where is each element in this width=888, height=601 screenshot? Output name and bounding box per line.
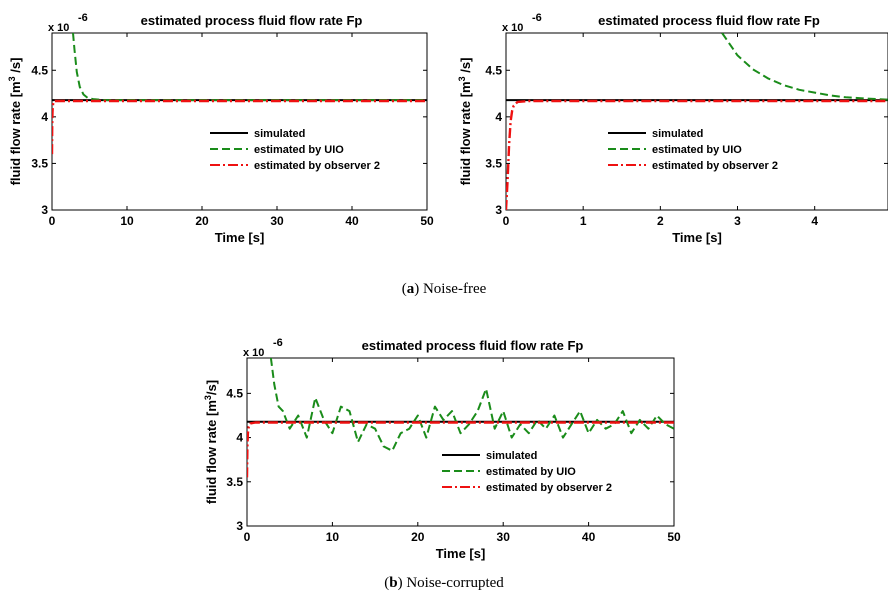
legend-label: estimated by observer 2: [254, 160, 380, 172]
x-tick-label: 30: [497, 530, 511, 544]
x-tick-label: 10: [120, 214, 134, 228]
caption-b-letter: b: [389, 575, 398, 591]
chart-svg-2: estimated process fluid flow rate Fp x 10…: [203, 337, 681, 561]
axis-multiplier-exponent: -6: [78, 12, 88, 24]
y-axis-label: fluid flow rate [m3 /s]: [457, 58, 473, 186]
x-tick-label: 30: [270, 214, 284, 228]
chart-svg-1: estimated process fluid flow rate Fp x 10…: [457, 12, 888, 245]
series-line-estimated-by-uio: [721, 33, 888, 101]
y-tick-label: 4.5: [31, 63, 48, 77]
caption-b: (b) Noise-corrupted: [384, 575, 504, 591]
plot-area: [505, 32, 888, 211]
chart-svg-0: estimated process fluid flow rate Fp x 10…: [7, 12, 434, 245]
series-line-estimated-by-observer-2: [506, 99, 888, 210]
y-tick-label: 3.5: [31, 156, 48, 170]
x-tick-label: 50: [420, 214, 434, 228]
caption-a: (a) Noise-free: [401, 281, 487, 297]
y-tick-label: 4: [495, 110, 502, 124]
caption-a-letter: a: [406, 281, 415, 297]
x-tick-label: 50: [667, 530, 681, 544]
x-axis-label: Time [s]: [436, 546, 486, 561]
axis-multiplier: x 10: [243, 347, 264, 359]
y-tick-label: 4.5: [226, 386, 243, 400]
x-tick-label: 0: [49, 214, 56, 228]
x-tick-label: 40: [345, 214, 359, 228]
y-axis-label: fluid flow rate [m3/s]: [203, 380, 219, 504]
x-tick-label: 20: [411, 530, 425, 544]
legend-label: estimated by observer 2: [486, 482, 612, 494]
plot-area: [51, 32, 428, 211]
axis-multiplier: x 10: [502, 22, 523, 34]
chart-panel-b: estimated process fluid flow rate Fp x 10…: [190, 318, 690, 568]
x-tick-label: 0: [244, 530, 251, 544]
chart-title: estimated process fluid flow rate Fp: [141, 13, 363, 28]
x-tick-label: 20: [195, 214, 209, 228]
y-tick-label: 3: [41, 203, 48, 217]
legend-label: estimated by UIO: [652, 144, 742, 156]
x-axis-label: Time [s]: [672, 230, 722, 245]
legend-label: simulated: [254, 128, 305, 140]
x-tick-label: 3: [734, 214, 741, 228]
x-tick-label: 40: [582, 530, 596, 544]
caption-a-text: Noise-free: [419, 281, 487, 297]
y-tick-label: 4: [41, 110, 48, 124]
axis-multiplier-exponent: -6: [273, 337, 283, 349]
legend-label: simulated: [486, 450, 537, 462]
chart-panel-a-left: estimated process fluid flow rate Fp x 10…: [0, 0, 450, 260]
y-tick-label: 3: [236, 519, 243, 533]
axis-multiplier-exponent: -6: [532, 12, 542, 24]
y-tick-label: 4: [236, 431, 243, 445]
x-tick-label: 4: [811, 214, 818, 228]
y-tick-label: 3: [495, 203, 502, 217]
x-axis-label: Time [s]: [215, 230, 265, 245]
y-tick-label: 3.5: [485, 156, 502, 170]
legend-label: estimated by UIO: [486, 466, 576, 478]
x-tick-label: 2: [657, 214, 664, 228]
y-axis-label: fluid flow rate [m3 /s]: [7, 58, 23, 186]
x-tick-label: 10: [326, 530, 340, 544]
y-tick-label: 3.5: [226, 475, 243, 489]
chart-title: estimated process fluid flow rate Fp: [598, 13, 820, 28]
legend-label: estimated by observer 2: [652, 160, 778, 172]
legend-label: simulated: [652, 128, 703, 140]
x-tick-label: 1: [580, 214, 587, 228]
axis-multiplier: x 10: [48, 22, 69, 34]
caption-b-text: Noise-corrupted: [402, 575, 504, 591]
y-tick-label: 4.5: [485, 63, 502, 77]
legend-label: estimated by UIO: [254, 144, 344, 156]
chart-panel-a-right: estimated process fluid flow rate Fp x 10…: [448, 0, 888, 260]
series-line-estimated-by-observer-2: [52, 99, 427, 155]
series-line-estimated-by-observer-2: [247, 421, 674, 478]
plot-area: [246, 357, 675, 527]
x-tick-label: 0: [503, 214, 510, 228]
chart-title: estimated process fluid flow rate Fp: [362, 338, 584, 353]
